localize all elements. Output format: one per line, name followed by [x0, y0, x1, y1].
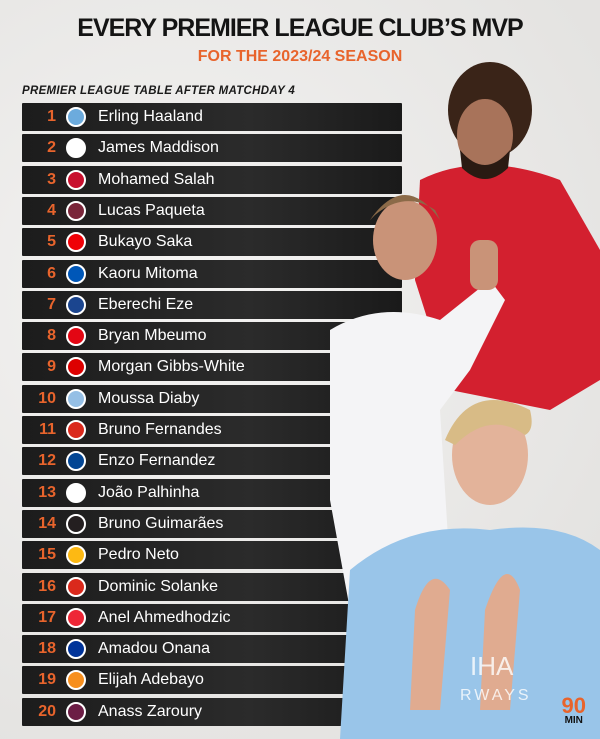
- maddison-photo: [330, 195, 505, 610]
- haaland-photo: IHA RWAYS: [340, 400, 600, 739]
- tottenham-badge-icon: [66, 138, 86, 159]
- player-name: Mohamed Salah: [98, 170, 215, 188]
- bournemouth-badge-icon: [66, 576, 86, 597]
- player-name: Erling Haaland: [98, 108, 203, 125]
- arsenal-badge-icon: [66, 232, 86, 253]
- position: 12: [38, 452, 56, 470]
- player-name: Pedro Neto: [98, 546, 179, 564]
- player-name: Morgan Gibbs-White: [98, 358, 245, 376]
- position: 13: [38, 483, 56, 501]
- player-name: Anass Zaroury: [98, 702, 203, 720]
- table-row: 16 Dominic Solanke: [22, 572, 402, 601]
- player-name: Eberechi Eze: [98, 295, 194, 313]
- table-row: 5 Bukayo Saka: [22, 228, 402, 257]
- player-name: Elijah Adebayo: [98, 671, 204, 689]
- player-name: Bryan Mbeumo: [98, 327, 207, 345]
- table-row: 3 Mohamed Salah: [22, 165, 402, 194]
- table-label: PREMIER LEAGUE TABLE AFTER MATCHDAY 4: [22, 85, 296, 97]
- position: 11: [39, 421, 56, 438]
- chelsea-badge-icon: [66, 451, 86, 472]
- table-row: 18 Amadou Onana: [22, 635, 402, 664]
- position: 9: [47, 358, 56, 376]
- position: 8: [47, 327, 56, 345]
- player-name: Lucas Paqueta: [98, 201, 205, 219]
- svg-text:RWAYS: RWAYS: [460, 687, 532, 704]
- position: 4: [47, 201, 56, 219]
- nottingham-forest-badge-icon: [66, 357, 86, 378]
- man-united-badge-icon: [66, 420, 86, 440]
- position: 15: [38, 546, 56, 564]
- position: 1: [47, 108, 56, 125]
- table-row: 17 Anel Ahmedhodzic: [22, 603, 402, 632]
- burnley-badge-icon: [66, 701, 86, 722]
- table-row: 1 Erling Haaland: [22, 103, 402, 131]
- brighton-badge-icon: [66, 263, 86, 284]
- player-name: Bruno Guimarães: [98, 514, 224, 532]
- fulham-badge-icon: [66, 482, 86, 503]
- position: 17: [38, 608, 56, 626]
- player-photos: IHA RWAYS: [330, 62, 600, 739]
- player-name: João Palhinha: [98, 483, 200, 501]
- brentford-badge-icon: [66, 326, 86, 347]
- table-row: 6 Kaoru Mitoma: [22, 259, 402, 288]
- player-name: Moussa Diaby: [98, 389, 200, 407]
- page-title: EVERY PREMIER LEAGUE CLUB’S MVP: [77, 14, 523, 42]
- player-name: Enzo Fernandez: [98, 452, 216, 470]
- player-name: Anel Ahmedhodzic: [98, 608, 231, 626]
- luton-badge-icon: [66, 670, 86, 691]
- table-row: 2 James Maddison: [22, 134, 402, 163]
- position: 19: [38, 671, 56, 689]
- player-name: James Maddison: [98, 139, 219, 157]
- position: 7: [47, 295, 56, 313]
- aston-villa-badge-icon: [66, 388, 86, 409]
- player-name: Dominic Solanke: [98, 577, 219, 595]
- position: 6: [47, 264, 56, 282]
- position: 2: [47, 139, 56, 157]
- player-name: Bruno Fernandes: [98, 421, 222, 438]
- table-row: 20 Anass Zaroury: [22, 697, 402, 726]
- player-name: Amadou Onana: [98, 640, 211, 658]
- table-row: 7 Eberechi Eze: [22, 290, 402, 319]
- svg-text:IHA: IHA: [470, 651, 514, 681]
- everton-badge-icon: [66, 639, 86, 660]
- wolves-badge-icon: [66, 545, 86, 566]
- position: 5: [47, 233, 56, 251]
- position: 16: [38, 577, 56, 595]
- player-name: Kaoru Mitoma: [98, 264, 198, 282]
- table-row: 4 Lucas Paqueta: [22, 196, 402, 225]
- crystal-palace-badge-icon: [66, 294, 86, 315]
- sheffield-united-badge-icon: [66, 607, 86, 628]
- west-ham-badge-icon: [66, 200, 86, 221]
- page-subtitle: FOR THE 2023/24 SEASON: [197, 48, 403, 65]
- position: 14: [38, 514, 56, 532]
- position: 20: [38, 702, 56, 720]
- newcastle-badge-icon: [66, 513, 86, 534]
- man-city-badge-icon: [66, 107, 86, 127]
- position: 18: [38, 640, 56, 658]
- position: 3: [47, 170, 56, 188]
- liverpool-badge-icon: [66, 169, 86, 190]
- 90min-logo: 90 MIN: [561, 693, 586, 726]
- player-name: Bukayo Saka: [98, 233, 193, 251]
- table-row: 19 Elijah Adebayo: [22, 666, 402, 695]
- position: 10: [38, 389, 56, 407]
